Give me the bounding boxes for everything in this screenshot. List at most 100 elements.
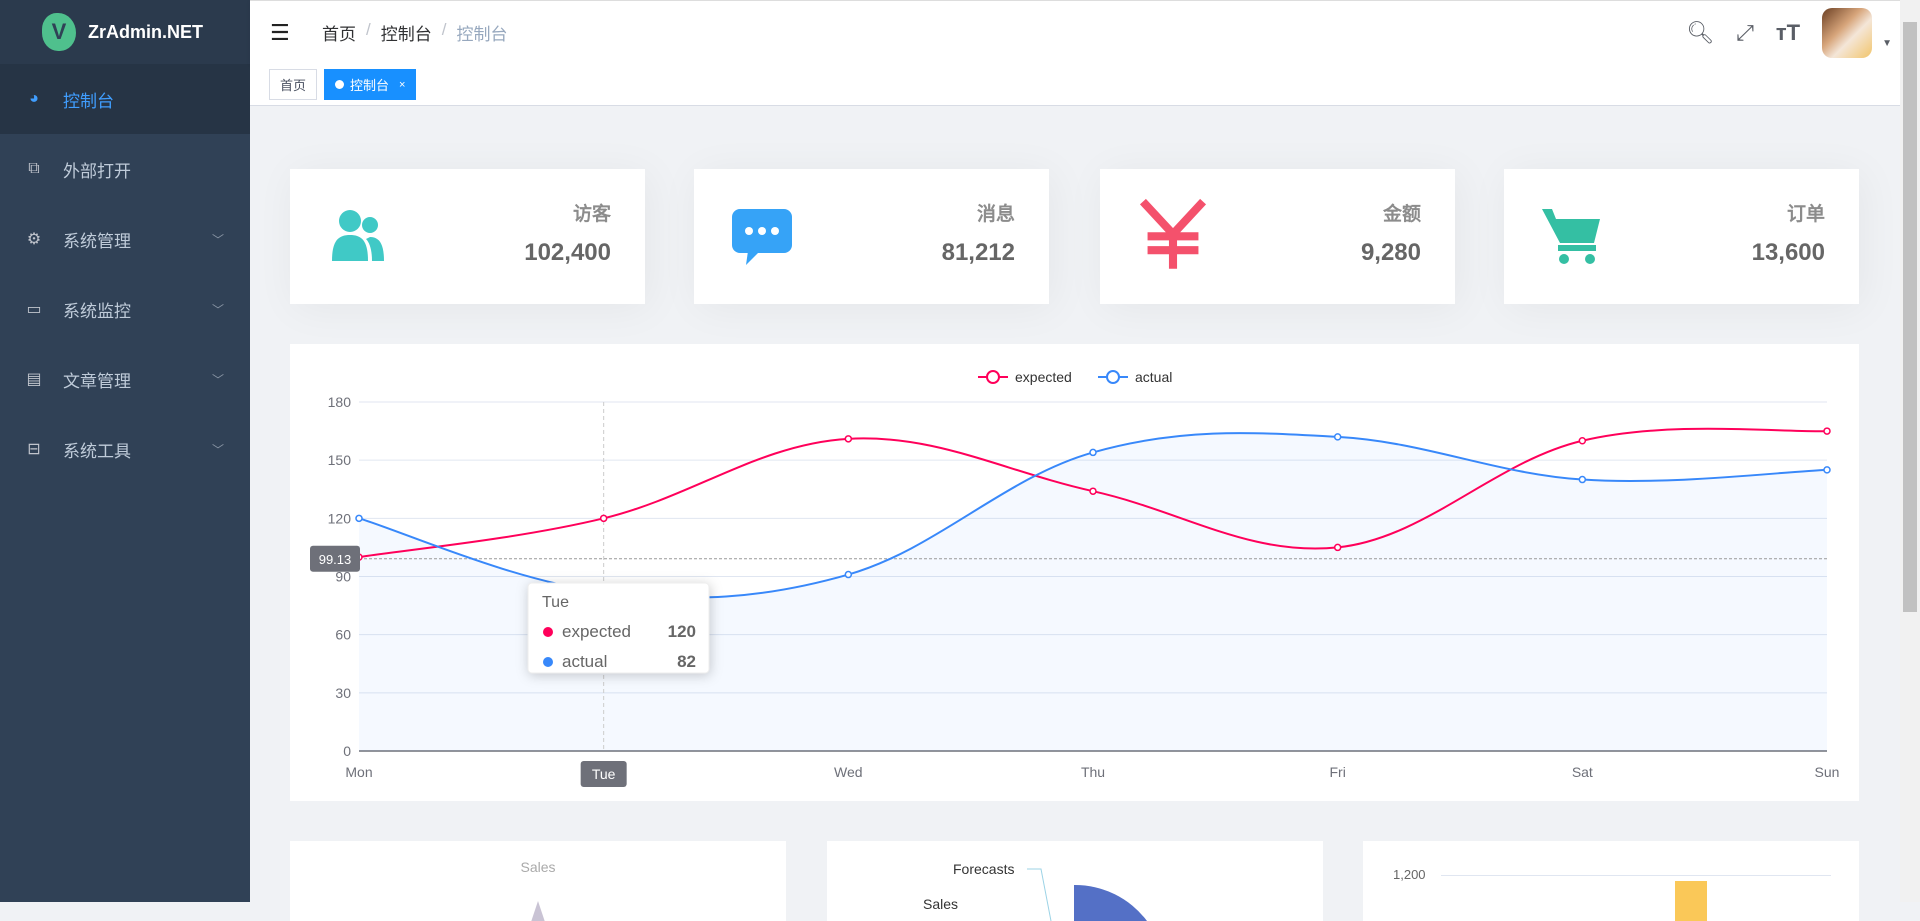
tags-view: 首页 控制台 × bbox=[250, 64, 1900, 106]
monitor-icon: ▭ bbox=[26, 301, 42, 318]
data-point-expected bbox=[599, 514, 608, 523]
scrollbar-thumb[interactable] bbox=[1903, 22, 1917, 612]
tag-label: 首页 bbox=[280, 78, 307, 93]
logo[interactable]: V ZrAdmin.NET bbox=[0, 0, 250, 64]
pie-chart[interactable] bbox=[827, 841, 1323, 921]
pointer-x-label: Tue bbox=[592, 766, 616, 782]
legend-marker bbox=[1106, 370, 1120, 384]
sidebar-item-dashboard[interactable]: ◕ 控制台 bbox=[0, 64, 250, 134]
chevron-down-icon: ﹀ bbox=[211, 442, 224, 457]
card-label: 金额 bbox=[1382, 204, 1421, 225]
line-chart-panel: 0 30 60 90 120 150 180 Mon Wed Thu Fri Sat Sun 99.13 T… bbox=[290, 344, 1859, 801]
data-point-actual bbox=[1089, 448, 1097, 457]
app-name: ZrAdmin.NET bbox=[88, 21, 203, 42]
tag-label: 控制台 bbox=[350, 78, 390, 93]
scrollbar[interactable] bbox=[1900, 0, 1920, 902]
data-point-expected bbox=[844, 435, 853, 443]
y-tick-label: 90 bbox=[335, 569, 351, 585]
card-orders[interactable]: 订单 13,600 bbox=[1504, 169, 1859, 304]
breadcrumb-separator: / bbox=[366, 20, 371, 39]
active-dot-icon bbox=[335, 80, 345, 89]
pointer-y-badge bbox=[310, 545, 360, 572]
legend-marker bbox=[986, 370, 1000, 384]
pointer-y-label: 99.13 bbox=[319, 552, 352, 567]
tooltip-marker bbox=[543, 657, 553, 667]
hamburger-icon[interactable]: ☰ bbox=[270, 19, 290, 45]
y-tick-label: 180 bbox=[328, 394, 352, 410]
gridline bbox=[1441, 875, 1831, 876]
breadcrumb-home[interactable]: 首页 bbox=[322, 25, 356, 44]
pie-chart-panel: Forecasts Sales bbox=[827, 841, 1323, 921]
y-tick-label: 30 bbox=[335, 685, 351, 701]
navbar: ☰ 首页 / 控制台 / 控制台 🔍︎ ⤢ ᴛT ▼ bbox=[250, 0, 1900, 64]
sidebar-item-label: 文章管理 bbox=[63, 371, 131, 391]
card-messages[interactable]: 消息 81,212 bbox=[694, 169, 1049, 304]
card-label: 订单 bbox=[1786, 204, 1825, 225]
sidebar-item-label: 系统工具 bbox=[63, 441, 131, 461]
bar-y-tick: 1,200 bbox=[1393, 867, 1426, 882]
tooltip-series-name: actual bbox=[562, 652, 607, 671]
sidebar-item-label: 系统监控 bbox=[63, 301, 131, 321]
pointer-x-badge bbox=[580, 761, 627, 787]
dashboard-icon: ◕ bbox=[29, 90, 39, 107]
card-value: 13,600 bbox=[1751, 239, 1825, 266]
caret-down-icon[interactable]: ▼ bbox=[1882, 37, 1892, 49]
data-point-actual bbox=[355, 514, 363, 523]
breadcrumb-item[interactable]: 控制台 bbox=[380, 25, 432, 44]
radar-title: Sales bbox=[520, 859, 556, 875]
chevron-down-icon: ﹀ bbox=[211, 232, 224, 247]
y-tick-label: 120 bbox=[328, 510, 352, 526]
fullscreen-icon[interactable]: ⤢ bbox=[1736, 20, 1754, 45]
line-chart[interactable]: 0 30 60 90 120 150 180 Mon Wed Thu Fri Sat Sun 99.13 T… bbox=[290, 344, 1859, 801]
avatar[interactable] bbox=[1822, 8, 1873, 58]
data-point-expected bbox=[1578, 437, 1587, 445]
pie-label-forecasts: Forecasts bbox=[953, 861, 1015, 877]
card-value: 81,212 bbox=[941, 239, 1015, 266]
y-tick-label: 60 bbox=[335, 627, 351, 643]
document-icon: ▤ bbox=[26, 371, 42, 388]
sidebar-item-label: 系统管理 bbox=[63, 231, 131, 251]
tag-dashboard[interactable]: 控制台 × bbox=[324, 69, 417, 100]
y-tick-label: 0 bbox=[343, 743, 351, 759]
sidebar-item-articles[interactable]: ▤ 文章管理 ﹀ bbox=[0, 344, 250, 414]
search-icon[interactable]: 🔍︎ bbox=[1686, 20, 1715, 45]
data-point-actual bbox=[844, 570, 853, 579]
sidebar-item-tools[interactable]: ⊟ 系统工具 ﹀ bbox=[0, 414, 250, 484]
data-point-actual bbox=[1578, 475, 1587, 484]
tooltip-marker bbox=[543, 627, 553, 637]
close-icon[interactable]: × bbox=[399, 78, 406, 91]
card-amount[interactable]: 金额 9,280 bbox=[1100, 169, 1455, 304]
chevron-down-icon: ﹀ bbox=[211, 302, 224, 317]
x-tick-label: Sun bbox=[1815, 764, 1840, 780]
tooltip-series-name: expected bbox=[562, 622, 631, 641]
breadcrumb-separator: / bbox=[441, 20, 447, 39]
data-point-actual bbox=[1333, 433, 1342, 441]
sidebar-item-label: 外部打开 bbox=[63, 161, 131, 181]
peoples-icon bbox=[332, 210, 384, 261]
legend-label: expected bbox=[1015, 369, 1072, 385]
card-visitors[interactable]: 访客 102,400 bbox=[290, 169, 645, 304]
breadcrumb-current: 控制台 bbox=[456, 25, 508, 44]
breadcrumb: 首页 / 控制台 / 控制台 bbox=[322, 20, 507, 45]
bar-chart-panel: 1,200 bbox=[1363, 841, 1859, 921]
money-icon bbox=[1139, 198, 1207, 269]
sidebar-item-system[interactable]: ⚙ 系统管理 ﹀ bbox=[0, 204, 250, 274]
chevron-down-icon: ﹀ bbox=[211, 372, 224, 387]
y-tick-label: 150 bbox=[328, 452, 352, 468]
tag-home[interactable]: 首页 bbox=[269, 69, 318, 100]
x-tick-label: Mon bbox=[345, 764, 372, 780]
card-label: 访客 bbox=[572, 204, 611, 225]
logo-icon: V bbox=[42, 13, 76, 51]
bar[interactable] bbox=[1675, 881, 1707, 921]
tooltip-value: 120 bbox=[668, 622, 696, 641]
message-icon bbox=[732, 209, 792, 265]
sidebar-item-external[interactable]: ⧉ 外部打开 bbox=[0, 134, 250, 204]
pie-slice bbox=[1074, 884, 1147, 921]
x-tick-label: Sat bbox=[1572, 764, 1593, 780]
sidebar-item-monitor[interactable]: ▭ 系统监控 ﹀ bbox=[0, 274, 250, 344]
series-area bbox=[359, 433, 1827, 751]
toolbox-icon: ⊟ bbox=[27, 441, 41, 458]
font-size-icon[interactable]: ᴛT bbox=[1775, 20, 1801, 45]
data-point-actual bbox=[1823, 466, 1831, 474]
card-value: 9,280 bbox=[1360, 239, 1421, 266]
